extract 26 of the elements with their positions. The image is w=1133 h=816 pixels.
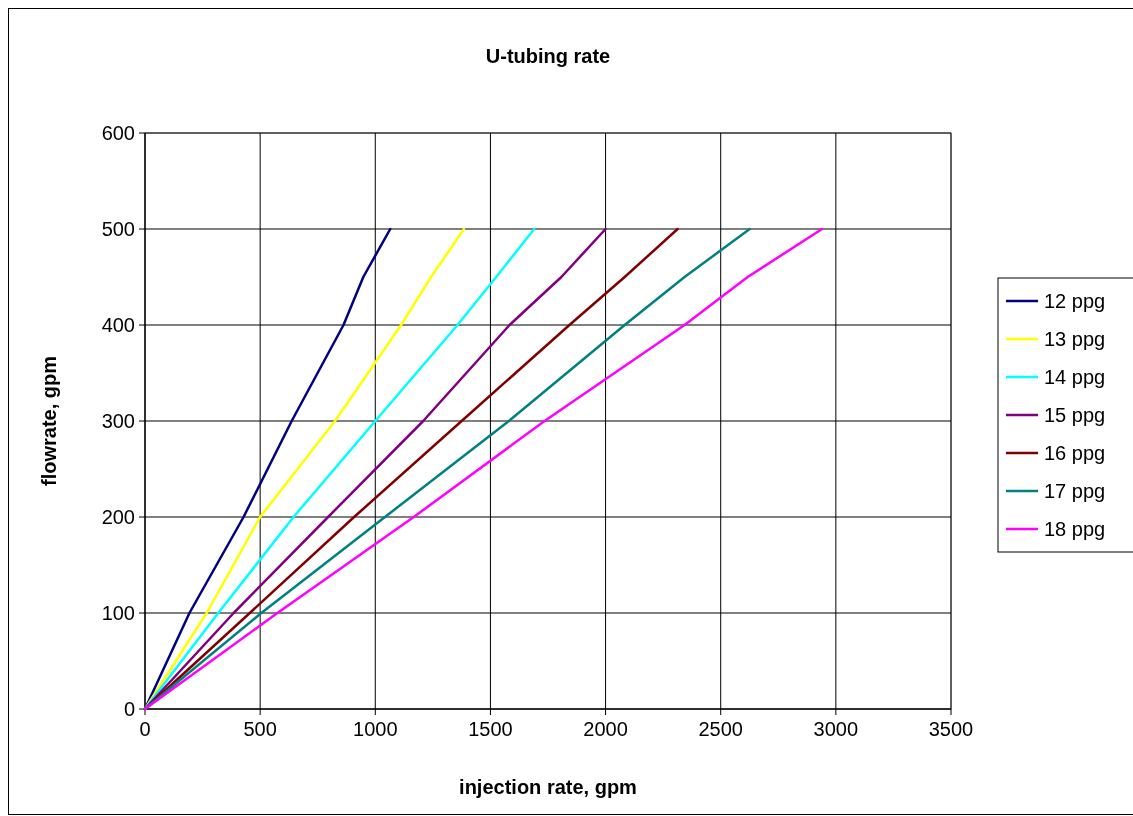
y-tick-label: 400 [101, 314, 135, 336]
x-axis-title: injection rate, gpm [459, 776, 637, 798]
y-tick-label: 500 [101, 218, 135, 240]
legend-label: 14 ppg [1044, 366, 1106, 388]
legend-label: 18 ppg [1044, 518, 1106, 540]
y-tick-label: 200 [101, 506, 135, 528]
y-axis-title: flowrate, gpm [38, 355, 60, 487]
x-tick-label: 1000 [353, 718, 398, 740]
legend-label: 17 ppg [1044, 480, 1106, 502]
y-tick-label: 300 [101, 410, 135, 432]
y-tick-label: 600 [101, 122, 135, 144]
x-tick-label: 500 [243, 718, 277, 740]
x-tick-label: 3500 [928, 718, 974, 740]
x-tick-label: 3000 [813, 718, 859, 740]
legend-label: 13 ppg [1044, 328, 1106, 350]
line-series [143, 227, 466, 711]
y-tick-label: 0 [123, 698, 135, 720]
y-tick-label: 100 [101, 602, 135, 624]
legend-label: 12 ppg [1044, 290, 1106, 312]
legend-label: 16 ppg [1044, 442, 1106, 464]
x-tick-label: 0 [139, 718, 151, 740]
chart-title: U-tubing rate [485, 45, 611, 67]
x-tick-label: 2000 [583, 718, 628, 740]
x-tick-label: 2500 [698, 718, 743, 740]
x-tick-label: 1500 [468, 718, 513, 740]
legend-label: 15 ppg [1044, 404, 1106, 426]
